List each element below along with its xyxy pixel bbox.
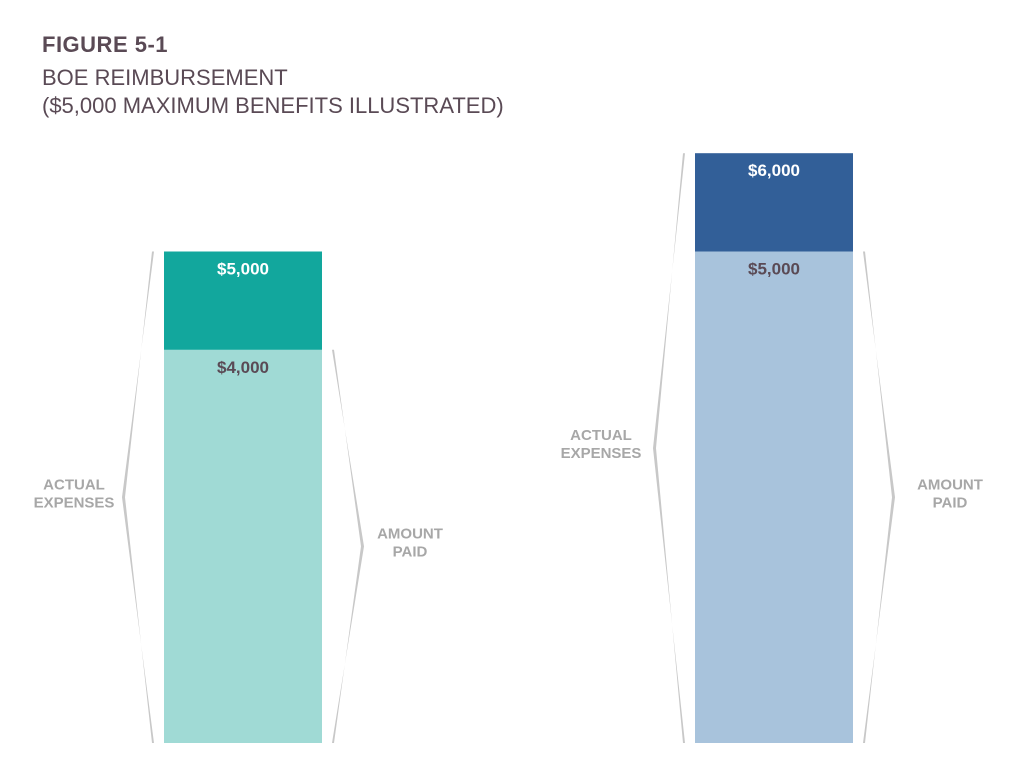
bar-1-actual-expenses-label-line-1: ACTUAL bbox=[43, 476, 105, 493]
bar-2-amount-paid-label-line-2: PAID bbox=[933, 494, 968, 511]
bar-1-segment-2-label: $5,000 bbox=[217, 260, 269, 279]
bar-1-amount-paid-label-line-2: PAID bbox=[393, 543, 428, 560]
bar-1-amount-paid-label-line-1: AMOUNT bbox=[377, 525, 443, 542]
bar-2-actual-expenses-bracket bbox=[653, 153, 685, 743]
figure-label: FIGURE 5-1 bbox=[42, 32, 169, 57]
bar-2-segment-2-label: $6,000 bbox=[748, 161, 800, 180]
bar-1-segment-2 bbox=[164, 251, 322, 350]
bar-2-actual-expenses-label-line-2: EXPENSES bbox=[561, 445, 642, 462]
bar-2-amount-paid-bracket bbox=[863, 251, 895, 743]
bar-1-segment-1 bbox=[164, 349, 322, 743]
bar-2-segment-2 bbox=[695, 153, 853, 252]
bar-1-actual-expenses-bracket bbox=[122, 251, 154, 743]
figure-title-line-2: ($5,000 MAXIMUM BENEFITS ILLUSTRATED) bbox=[42, 93, 504, 118]
figure-title: BOE REIMBURSEMENT ($5,000 MAXIMUM BENEFI… bbox=[42, 64, 504, 120]
bar-2-actual-expenses-label-line-1: ACTUAL bbox=[570, 427, 632, 444]
bar-1-segment-1-label: $4,000 bbox=[217, 358, 269, 377]
bar-1-amount-paid-bracket bbox=[332, 349, 364, 743]
bar-2-segment-1-label: $5,000 bbox=[748, 260, 800, 279]
bar-2-amount-paid-label-line-1: AMOUNT bbox=[917, 476, 983, 493]
figure-title-line-1: BOE REIMBURSEMENT bbox=[42, 65, 288, 90]
bar-1-actual-expenses-label-line-2: EXPENSES bbox=[34, 494, 115, 511]
bar-2-segment-1 bbox=[695, 251, 853, 743]
